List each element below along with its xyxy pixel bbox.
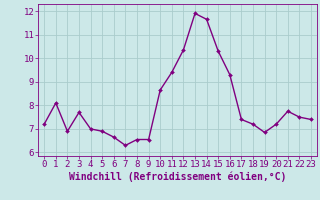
X-axis label: Windchill (Refroidissement éolien,°C): Windchill (Refroidissement éolien,°C) [69,172,286,182]
